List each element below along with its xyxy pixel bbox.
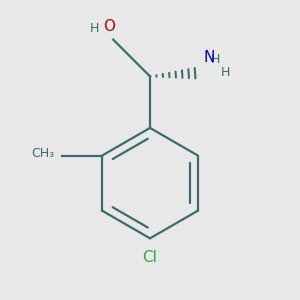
Text: H: H [221, 66, 230, 79]
Text: N: N [203, 50, 214, 64]
Text: H: H [211, 53, 220, 66]
Text: O: O [103, 19, 116, 34]
Text: H: H [90, 22, 100, 35]
Text: CH₃: CH₃ [31, 147, 54, 160]
Text: Cl: Cl [142, 250, 158, 265]
